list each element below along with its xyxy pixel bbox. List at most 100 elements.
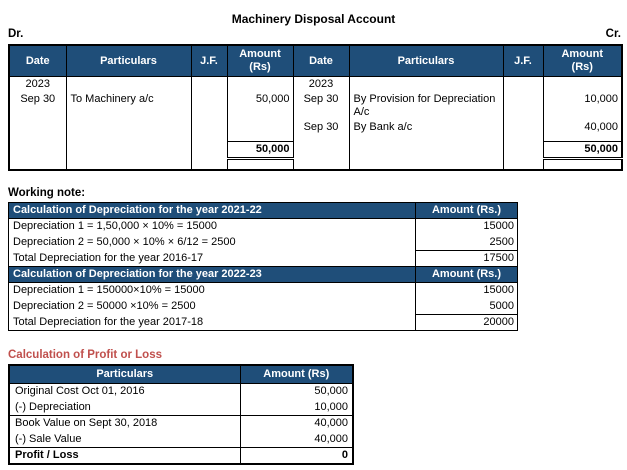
pl-particulars: Original Cost Oct 01, 2016 [8,383,241,400]
empty-cell [8,141,67,158]
header-date-debit: Date [8,44,67,77]
empty-cell [502,158,544,170]
dr-cr-row: Dr. Cr. [8,28,621,40]
empty-cell [226,76,294,92]
debit-year: 2023 [8,76,67,92]
wn-particulars: Depreciation 1 = 1,50,000 × 10% = 15000 [8,218,416,235]
empty-cell [226,158,294,170]
machinery-disposal-table: Date Particulars J.F. Amount (Rs) Date P… [8,44,623,171]
spacer-row [8,135,623,141]
empty-cell [65,76,192,92]
wn-amount: 15000 [415,282,518,299]
header-jf-debit: J.F. [190,44,228,77]
header-particulars-debit: Particulars [65,44,192,77]
credit-date-2: Sep 30 [292,120,350,135]
wn-total-particulars: Total Depreciation for the year 2016-17 [8,250,416,267]
empty-cell [8,158,67,170]
dr-label: Dr. [8,28,24,40]
profit-loss-heading: Calculation of Profit or Loss [8,349,162,361]
credit-amount-2: 40,000 [542,120,623,135]
wn-section1-amount-header: Amount (Rs.) [415,202,518,219]
wn-amount: 5000 [415,298,518,315]
header-date-credit: Date [292,44,350,77]
empty-cell [292,158,350,170]
pl-header-particulars: Particulars [8,364,241,384]
credit-date-1: Sep 30 [292,92,350,120]
empty-cell [542,158,623,170]
debit-amount: 50,000 [226,92,294,120]
wn-particulars: Depreciation 2 = 50000 ×10% = 2500 [8,298,416,315]
pl-amount: 50,000 [239,383,354,400]
year-row: 2023 2023 [8,76,623,92]
pl-header-row: Particulars Amount (Rs) [8,364,354,384]
entry-row-1: Sep 30 To Machinery a/c 50,000 Sep 30 By… [8,92,623,120]
wn-amount: 2500 [415,234,518,251]
credit-total: 50,000 [542,140,623,160]
pl-row: Book Value on Sept 30, 2018 40,000 [8,415,354,432]
pl-header-amount: Amount (Rs) [239,364,354,384]
empty-cell [292,141,350,158]
account-header-row: Date Particulars J.F. Amount (Rs) Date P… [8,44,623,77]
wn-row: Depreciation 1 = 1,50,000 × 10% = 15000 … [8,218,518,235]
pl-row: Original Cost Oct 01, 2016 50,000 [8,383,354,400]
credit-year: 2023 [292,76,350,92]
empty-cell [502,76,544,92]
total-row: 50,000 50,000 [8,140,623,160]
empty-cell [65,120,192,135]
empty-cell [348,76,504,92]
empty-cell [542,135,623,141]
header-jf-credit: J.F. [502,44,544,77]
wn-amount: 15000 [415,218,518,235]
debit-date: Sep 30 [8,92,67,120]
debit-particulars: To Machinery a/c [65,92,192,120]
empty-cell [348,141,504,158]
credit-jf-2 [502,120,544,135]
header-particulars-credit: Particulars [348,44,504,77]
pl-result-amount: 0 [239,447,354,464]
pl-particulars: (-) Sale Value [8,431,241,448]
cr-label: Cr. [605,28,621,40]
debit-total: 50,000 [226,140,294,160]
bottom-spacer-row [8,158,623,170]
credit-amount-1: 10,000 [542,92,623,120]
wn-total-amount: 20000 [415,314,518,331]
wn-section1-title: Calculation of Depreciation for the year… [8,202,416,219]
header-amount-credit: Amount (Rs) [542,44,623,77]
entry-row-2: Sep 30 By Bank a/c 40,000 [8,120,623,135]
working-note-table: Calculation of Depreciation for the year… [8,202,518,331]
credit-particulars-1: By Provision for Depreciation A/c [348,92,504,120]
pl-result-row: Profit / Loss 0 [8,447,354,464]
pl-row: (-) Depreciation 10,000 [8,399,354,416]
pl-particulars: Book Value on Sept 30, 2018 [8,415,241,432]
credit-particulars-2: By Bank a/c [348,120,504,135]
wn-row: Depreciation 2 = 50,000 × 10% × 6/12 = 2… [8,234,518,251]
empty-cell [190,141,228,158]
working-note-label: Working note: [8,187,86,199]
wn-particulars: Depreciation 2 = 50,000 × 10% × 6/12 = 2… [8,234,416,251]
empty-cell [65,158,192,170]
pl-row: (-) Sale Value 40,000 [8,431,354,448]
wn-total-particulars: Total Depreciation for the year 2017-18 [8,314,416,331]
wn-total-row: Total Depreciation for the year 2017-18 … [8,314,518,331]
wn-row: Depreciation 2 = 50000 ×10% = 2500 5000 [8,298,518,315]
profit-loss-table: Particulars Amount (Rs) Original Cost Oc… [8,364,354,465]
wn-section2-amount-header: Amount (Rs.) [415,266,518,283]
wn-section2-title: Calculation of Depreciation for the year… [8,266,416,283]
empty-cell [190,120,228,135]
empty-cell [542,76,623,92]
wn-total-row: Total Depreciation for the year 2016-17 … [8,250,518,267]
empty-cell [190,158,228,170]
pl-particulars: (-) Depreciation [8,399,241,416]
empty-cell [65,141,192,158]
wn-total-amount: 17500 [415,250,518,267]
wn-row: Depreciation 1 = 150000×10% = 15000 1500… [8,282,518,299]
page-title: Machinery Disposal Account [231,12,396,26]
empty-cell [502,141,544,158]
pl-amount: 40,000 [239,415,354,432]
empty-cell [226,120,294,135]
pl-amount: 10,000 [239,399,354,416]
debit-jf [190,92,228,120]
empty-cell [348,158,504,170]
empty-cell [8,120,67,135]
header-amount-debit: Amount (Rs) [226,44,294,77]
